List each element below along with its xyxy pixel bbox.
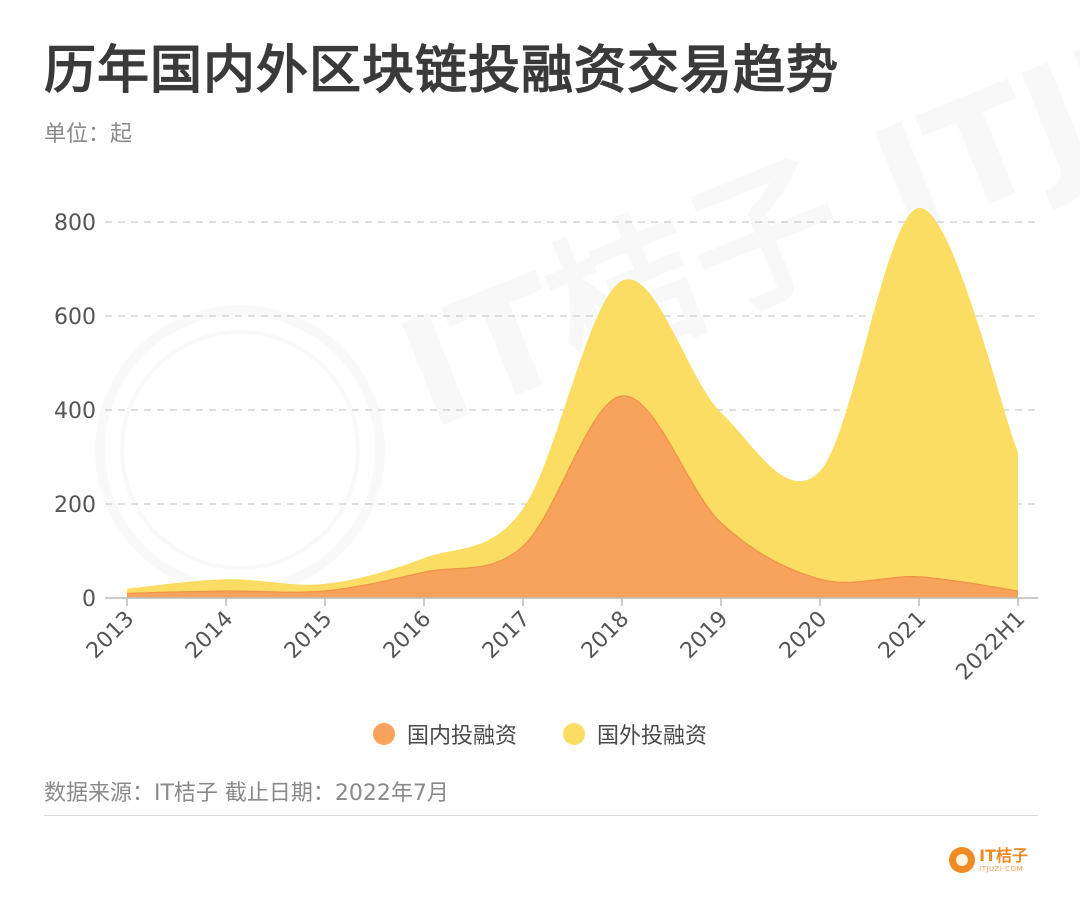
brand-logo: IT桔子 ITJUZI.COM xyxy=(949,847,1028,873)
legend-swatch-foreign xyxy=(563,723,585,745)
orange-logo-icon xyxy=(949,847,976,873)
footer-divider xyxy=(44,815,1038,816)
x-tick-label: 2021 xyxy=(874,607,931,664)
unit-label: 单位：起 xyxy=(44,122,133,147)
logo-sub-text: ITJUZI.COM xyxy=(979,864,1024,873)
legend-label-foreign: 国外投融资 xyxy=(597,724,708,749)
chart-title: 历年国内外区块链投融资交易趋势 xyxy=(44,41,840,101)
y-tick-label: 600 xyxy=(54,305,96,330)
x-tick-label: 2020 xyxy=(775,607,832,664)
logo-brand-text: IT桔子 xyxy=(979,845,1028,865)
series-area-domestic xyxy=(127,395,1018,598)
series-line-domestic xyxy=(126,395,1019,594)
y-tick-label: 800 xyxy=(54,211,96,236)
x-tick-label: 2015 xyxy=(280,607,337,664)
axes: 2013 2014 2015 2016 2017 2018 2019 2020 2021 2022… xyxy=(82,597,1038,686)
x-tick-label: 2022H1 xyxy=(951,607,1030,686)
legend-item-foreign: 国外投融资 xyxy=(563,718,707,750)
x-tick-label: 2016 xyxy=(379,607,436,664)
x-tick-label: 2014 xyxy=(181,607,238,664)
legend-swatch-domestic xyxy=(372,723,395,745)
legend: 国内投融资 国外投融资 xyxy=(0,718,1080,750)
x-tick-label: 2018 xyxy=(577,607,634,664)
series-area-foreign xyxy=(127,207,1018,599)
legend-item-domestic: 国内投融资 xyxy=(372,718,517,750)
y-tick-label: 200 xyxy=(54,493,96,518)
x-tick-label: 2013 xyxy=(82,607,139,664)
y-tick-label: 0 xyxy=(82,587,96,612)
y-tick-label: 400 xyxy=(54,399,96,424)
x-tick-label: 2019 xyxy=(676,607,733,664)
x-tick-label: 2017 xyxy=(478,607,535,664)
grid: 0 200 400 600 800 xyxy=(54,211,1038,612)
legend-label-domestic: 国内投融资 xyxy=(406,724,517,749)
source-note: 数据来源：IT桔子 截止日期：2022年7月 xyxy=(44,781,449,806)
areas xyxy=(126,207,1019,599)
